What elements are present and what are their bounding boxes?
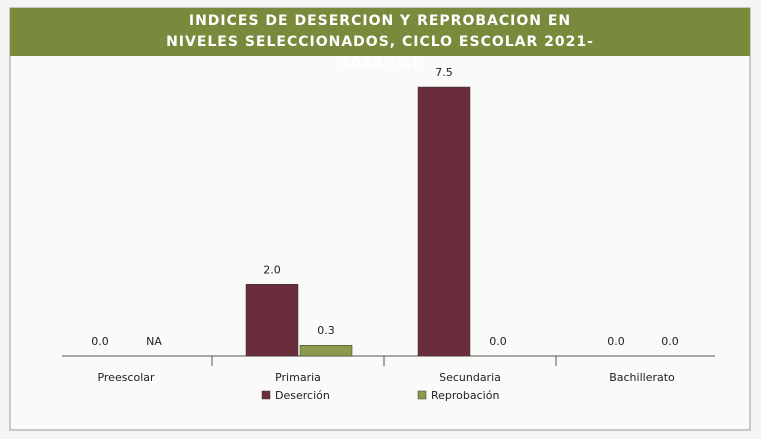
data-label: 0.0: [91, 335, 109, 348]
data-label: 0.0: [607, 335, 625, 348]
data-label: 2.0: [263, 263, 281, 276]
chart-title: INDICES DE DESERCION Y REPROBACION EN NI…: [10, 8, 750, 56]
x-tick-label: Preescolar: [97, 371, 155, 384]
bar: [246, 284, 298, 356]
bar: [418, 87, 470, 356]
page: {"chart_data": {"type": "bar", "title": …: [0, 0, 761, 439]
legend-swatch: [418, 391, 426, 399]
data-label: 0.0: [661, 335, 679, 348]
data-label: NA: [146, 335, 162, 348]
legend-label: Reprobación: [431, 389, 499, 402]
x-tick-label: Primaria: [275, 371, 321, 384]
data-label: 0.3: [317, 324, 335, 337]
data-label: 0.0: [489, 335, 507, 348]
bar: [300, 345, 352, 356]
legend-label: Deserción: [275, 389, 330, 402]
x-tick-label: Bachillerato: [609, 371, 675, 384]
x-tick-label: Secundaria: [439, 371, 501, 384]
legend-swatch: [262, 391, 270, 399]
data-label: 7.5: [435, 66, 453, 79]
